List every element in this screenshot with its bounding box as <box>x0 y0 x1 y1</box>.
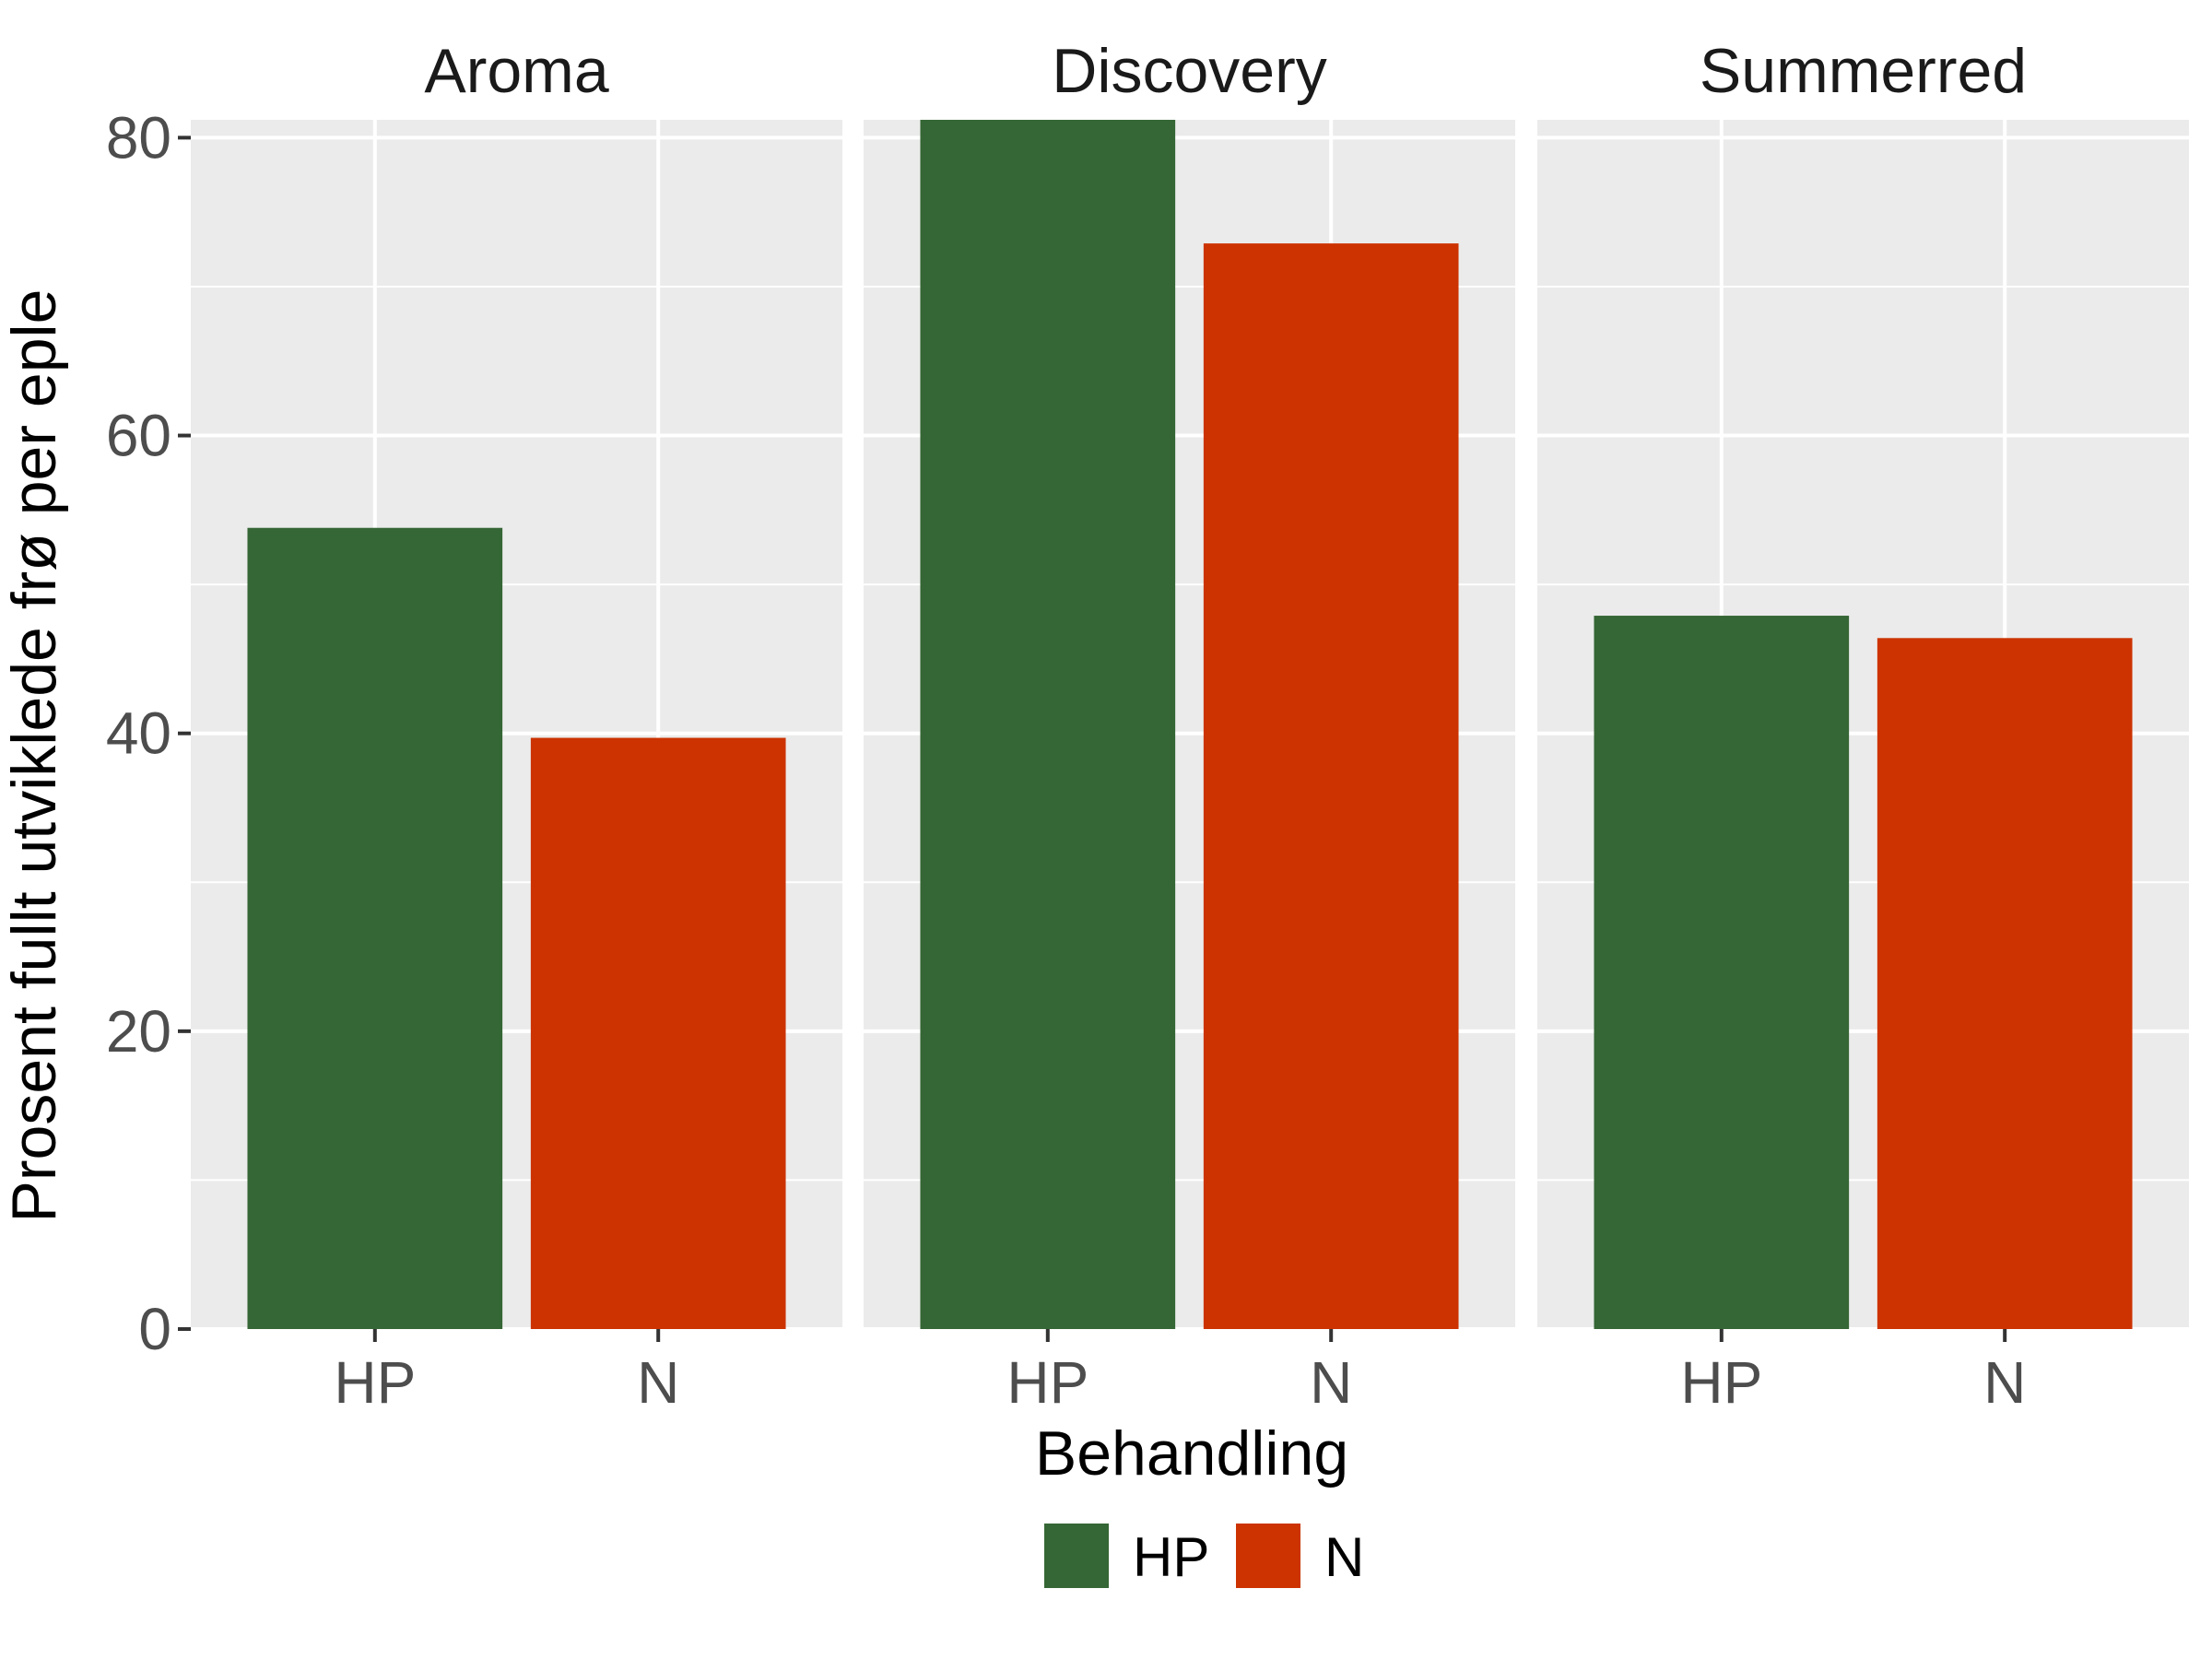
facet-aroma: HP N Aroma <box>191 36 842 1416</box>
x-tick-label: N <box>1310 1349 1352 1416</box>
bar-discovery-n <box>1203 243 1459 1329</box>
bar-summerred-hp <box>1594 616 1850 1329</box>
bar-aroma-n <box>530 737 786 1329</box>
x-tick-label: HP <box>1680 1349 1762 1416</box>
legend-entry-hp: HP <box>1044 1524 1209 1588</box>
y-axis: 0 20 40 60 80 <box>106 104 191 1362</box>
facet-title: Aroma <box>424 36 608 106</box>
legend-swatch <box>1236 1524 1300 1588</box>
y-tick-label: 80 <box>106 104 171 171</box>
y-tick-label: 0 <box>138 1296 171 1362</box>
x-tick-label: HP <box>1006 1349 1088 1416</box>
bar-discovery-hp <box>920 120 1176 1329</box>
x-axis-title: Behandling <box>1035 1418 1348 1488</box>
y-tick-label: 40 <box>106 700 171 767</box>
y-tick-label: 20 <box>106 998 171 1065</box>
y-tick-label: 60 <box>106 403 171 469</box>
legend-entry-n: N <box>1236 1524 1364 1588</box>
legend-swatch <box>1044 1524 1109 1588</box>
legend-label: HP <box>1133 1526 1209 1588</box>
bar-summerred-n <box>1877 638 2133 1329</box>
facet-summerred: HP N Summerred <box>1537 36 2189 1416</box>
x-tick-label: N <box>1983 1349 2026 1416</box>
facet-discovery: HP N Discovery <box>864 36 1515 1416</box>
bar-aroma-hp <box>247 527 503 1329</box>
legend: HP N <box>1044 1524 1364 1588</box>
x-tick-label: HP <box>334 1349 416 1416</box>
y-axis-title: Prosent fullt utviklede frø per eple <box>0 289 69 1223</box>
facet-title: Summerred <box>1700 36 2027 106</box>
facet-panels: HP N Aroma HP N Discovery HP N Summerred <box>191 36 2189 1416</box>
x-tick-label: N <box>637 1349 679 1416</box>
facet-title: Discovery <box>1052 36 1327 106</box>
legend-label: N <box>1324 1526 1364 1588</box>
